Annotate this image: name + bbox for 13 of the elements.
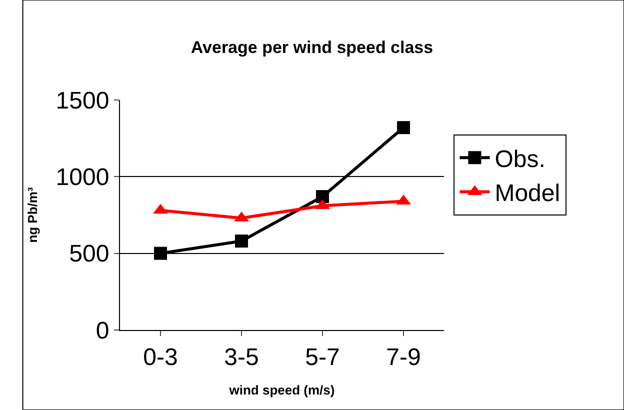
legend-label: Model [494,180,560,208]
y-tick-label: 0 [96,317,110,344]
y-tick-label: 1500 [56,87,110,114]
x-tick-label: 7-9 [386,344,421,371]
y-tick-label: 1000 [56,164,110,192]
legend-label: Obs. [494,146,546,173]
x-tick-label: 5-7 [305,344,340,371]
x-axis-title: wind speed (m/s) [228,382,335,398]
chart-title: Average per wind speed class [190,38,434,57]
y-tick-label: 500 [69,240,110,268]
x-tick-label: 0-3 [143,344,178,371]
x-tick-label: 3-5 [224,344,259,371]
y-axis-title: ng Pb/m³ [24,186,40,243]
